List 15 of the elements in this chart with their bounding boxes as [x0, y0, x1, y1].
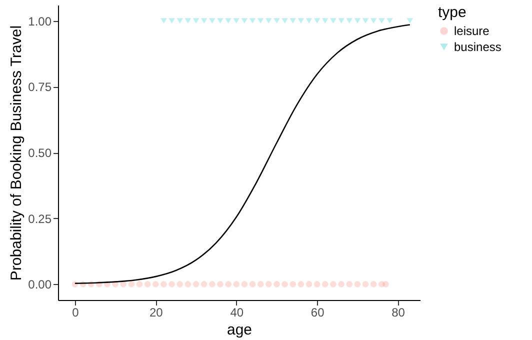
y-tick-label: 0.00	[28, 278, 52, 292]
x-tick-label: 60	[310, 306, 325, 320]
x-tick-label: 80	[392, 306, 406, 320]
x-tick-label: 20	[149, 306, 164, 320]
y-tick-label: 0.50	[28, 146, 52, 160]
legend-title: type	[438, 4, 466, 21]
x-axis-title: age	[226, 322, 252, 338]
legend-label: leisure	[454, 24, 490, 38]
x-tick-label: 0	[72, 306, 80, 320]
y-tick-label: 0.25	[28, 212, 52, 226]
x-tick-label: 40	[230, 306, 244, 320]
y-tick-label: 1.00	[28, 14, 52, 28]
y-axis-title: Probability of Booking Business Travel	[8, 25, 26, 281]
y-tick-label: 0.75	[28, 80, 52, 94]
legend-label: business	[454, 40, 502, 54]
